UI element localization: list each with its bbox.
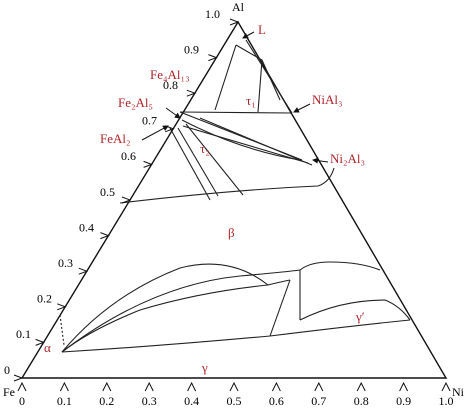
tick-mark [102,381,112,392]
vertex-label: Fe [3,385,15,399]
phase-label: γ′ [355,309,365,324]
phase-label: τ₂ [200,141,210,156]
tick-mark [314,381,324,392]
left-tick-label: 0.8 [163,78,178,92]
phase-label: NiAl₃ [312,92,343,107]
tick-mark [59,381,69,392]
tick-mark [100,232,110,240]
left-tick-label: 1.0 [205,7,220,21]
tick-mark [356,381,366,392]
phase-label: γ [201,360,208,375]
bottom-tick-label: 0 [19,394,25,408]
tick-mark [121,196,132,204]
tick-mark [35,338,46,346]
phase-label: L [258,22,266,37]
bottom-tick-label: 1.0 [439,394,454,408]
tick-mark [187,381,197,392]
tick-mark [17,381,27,392]
tick-mark [165,125,175,133]
tick-mark [57,303,67,311]
vertex-label: Al [232,0,245,14]
left-tick-label: 0.5 [100,185,115,199]
phase-boundaries [59,39,411,353]
phase-label: Fe₂Al₅ [118,95,153,110]
phase-label: α [44,340,51,355]
bottom-tick-label: 0.3 [142,394,157,408]
arrows [141,31,329,164]
tick-mark [399,381,409,392]
tick-mark [78,267,89,275]
tick-mark [271,381,281,392]
bottom-tick-label: 0.5 [227,394,242,408]
tick-mark [186,89,197,97]
phase-label: τ₁ [246,93,256,108]
bottom-tick-label: 0.6 [269,394,284,408]
tick-mark [144,381,154,392]
left-tick-label: 0.4 [79,220,94,234]
tick-mark [229,18,240,26]
bottom-tick-label: 0.9 [396,394,411,408]
tick-mark [441,381,451,392]
left-tick-label: 0.7 [142,114,157,128]
tick-mark [208,54,218,62]
left-tick-label: 0.6 [121,149,136,163]
tick-mark [13,374,24,382]
left-tick-label: 0.9 [184,42,199,56]
bottom-tick-label: 0.7 [311,394,326,408]
phase-label: Fe₄Al₁₃ [150,67,190,82]
phase-label: Ni₂Al₃ [330,151,365,166]
bottom-tick-label: 0.1 [57,394,72,408]
left-tick-label: 0.3 [58,256,73,270]
left-tick-label: 0.2 [37,292,52,306]
tick-mark [143,160,154,168]
bottom-tick-label: 0.2 [99,394,114,408]
left-tick-label: 0.1 [16,327,31,341]
phase-label: β [228,225,235,240]
tick-mark [229,381,239,392]
bottom-tick-label: 0.8 [354,394,369,408]
phase-label: FeAl₂ [100,131,131,146]
bottom-tick-label: 0.4 [184,394,199,408]
triangle [20,20,448,379]
vertex-label: Ni [452,385,465,399]
left-tick-label: 0 [4,363,10,377]
